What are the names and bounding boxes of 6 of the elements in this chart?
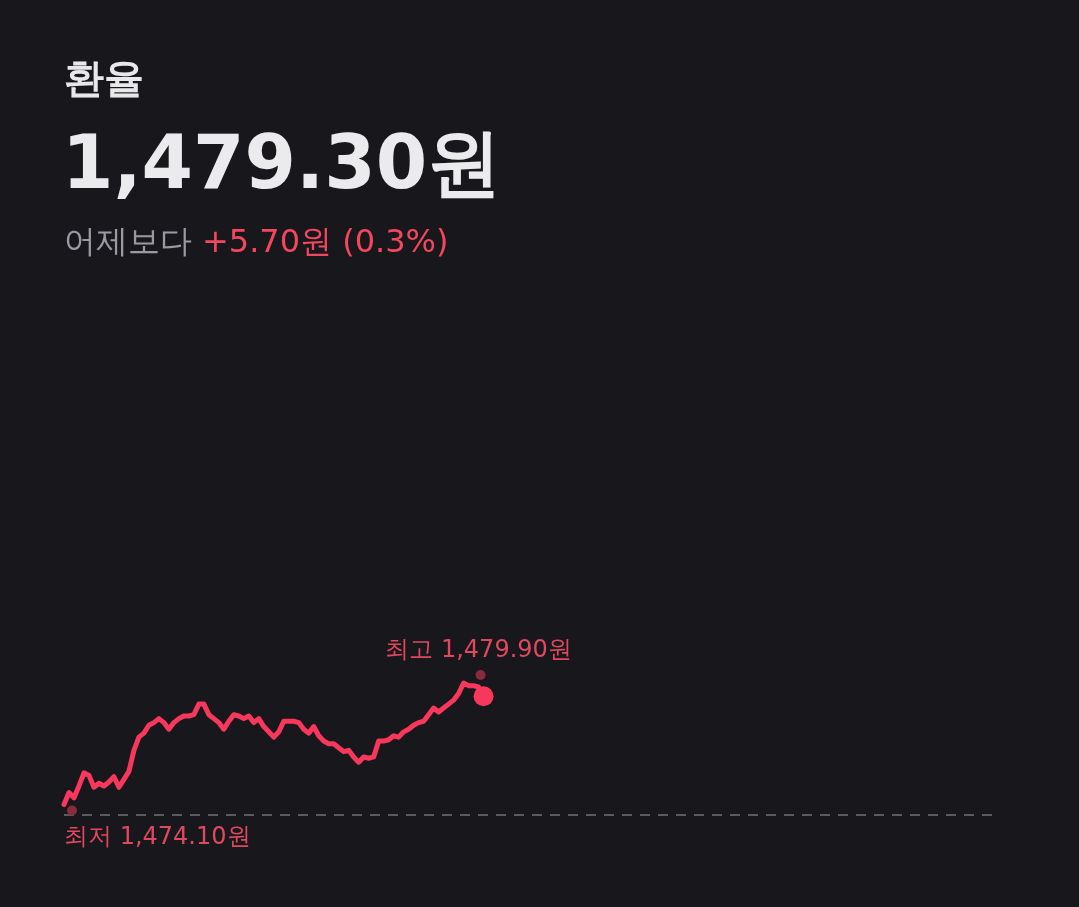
text: 어제보다	[64, 222, 192, 260]
text: +5.70원 (0.3%)	[202, 222, 449, 260]
chart-subtitle: 1,479.30원	[62, 119, 502, 205]
text: 최저 1,474.10원	[64, 822, 251, 851]
text: 최고 1,479.90원	[385, 635, 572, 663]
chart-title: 환율	[64, 55, 144, 101]
